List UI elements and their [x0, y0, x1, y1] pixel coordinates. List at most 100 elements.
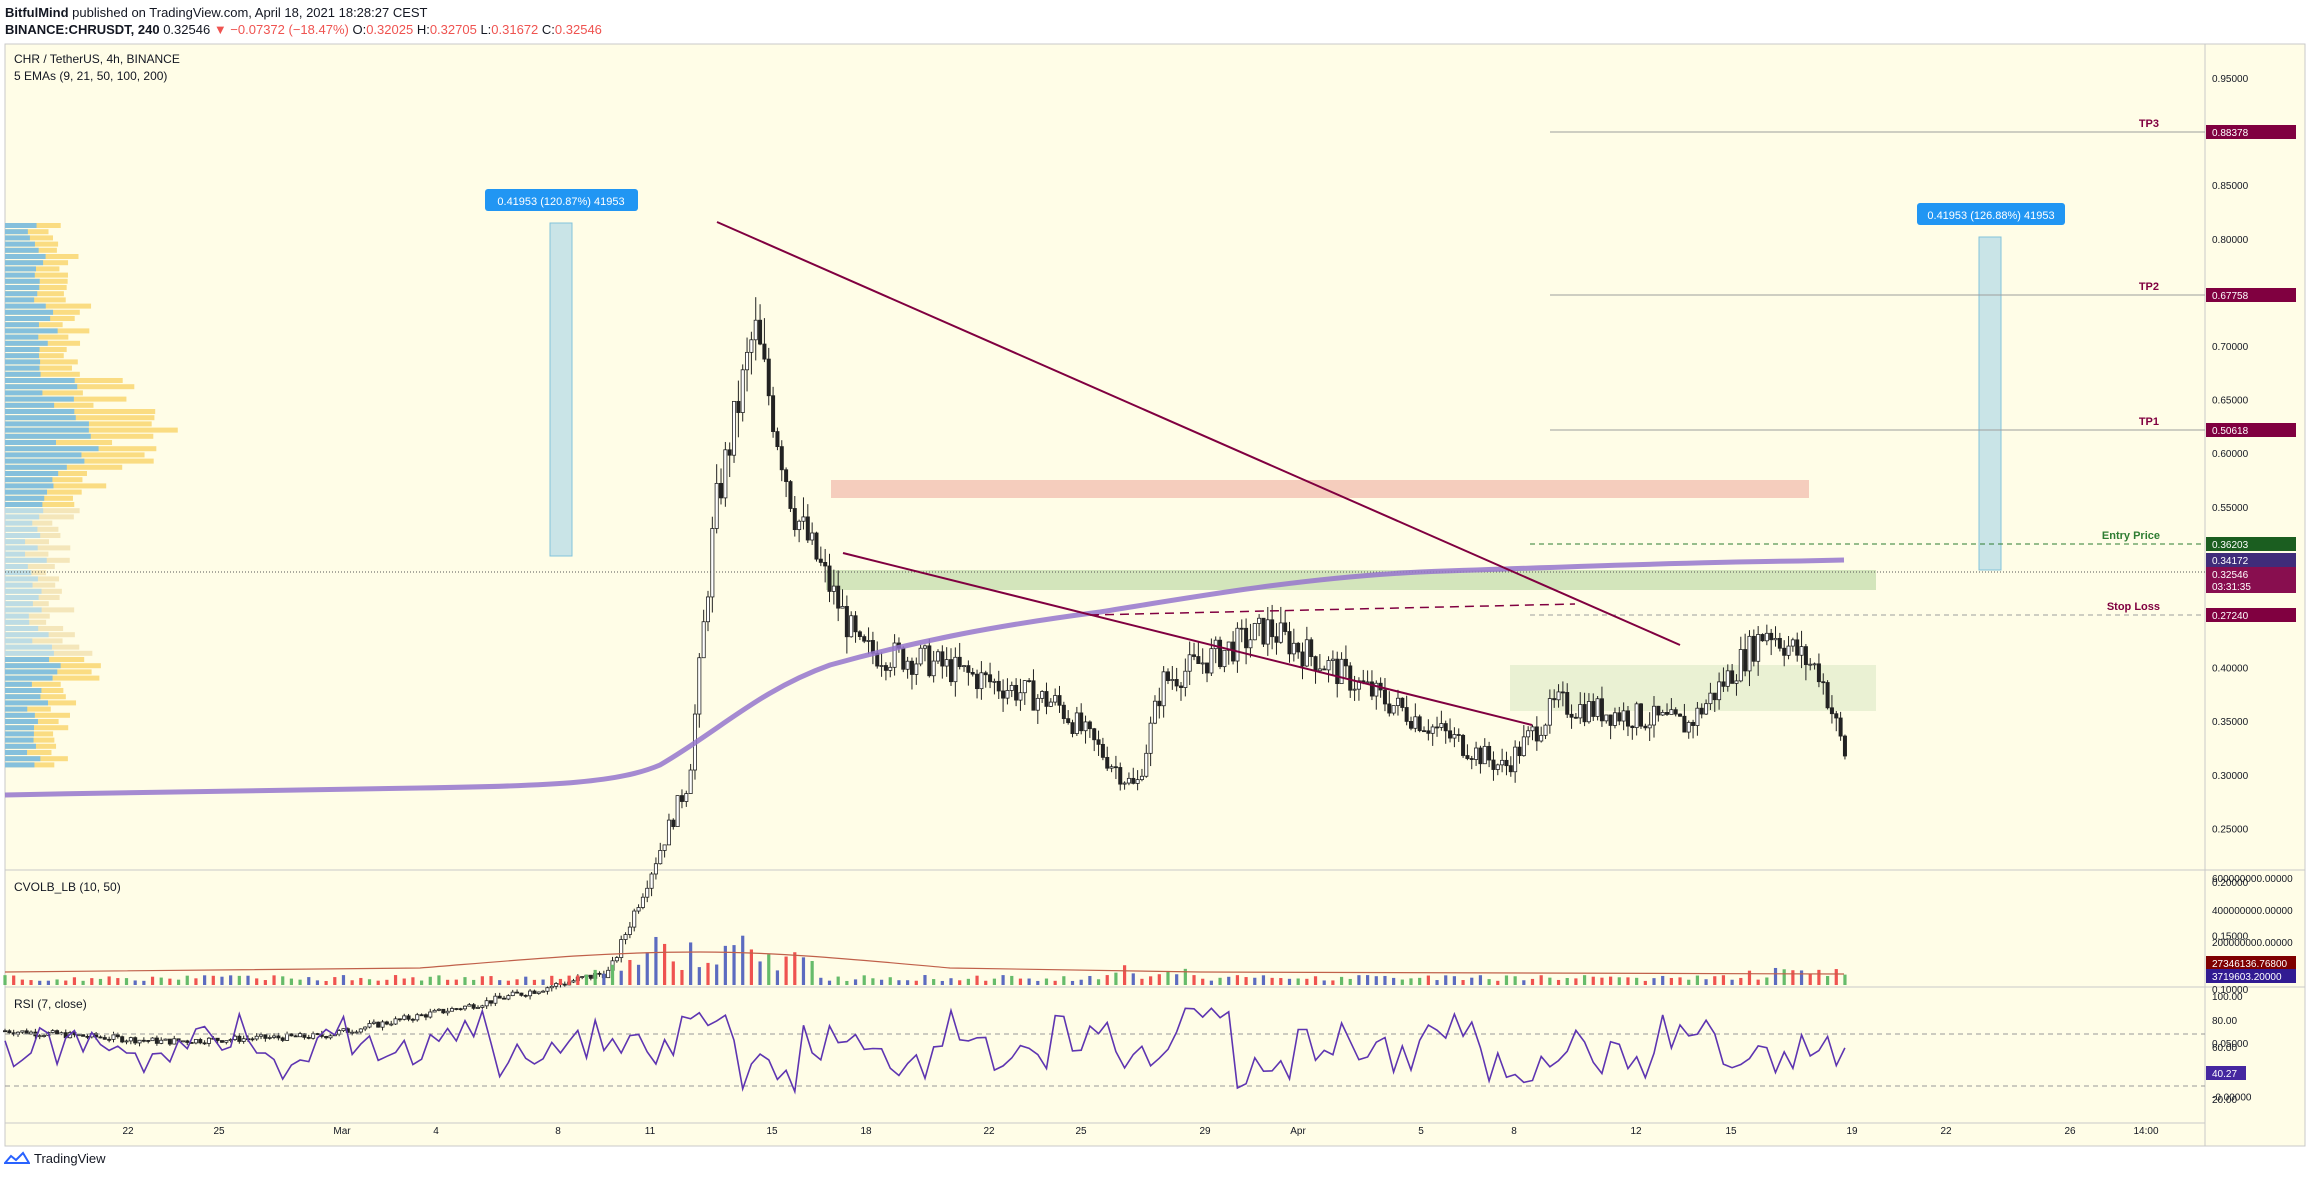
time-tick: 15: [1725, 1126, 1737, 1137]
candle-body: [115, 1034, 120, 1038]
volume-bar: [871, 978, 875, 985]
candle-body: [198, 1039, 203, 1044]
volume-bar: [567, 975, 571, 985]
volume-bar: [116, 978, 120, 985]
candle-body: [1612, 712, 1617, 726]
volume-bar: [220, 976, 224, 985]
candle-body: [202, 1042, 207, 1045]
volume-bar: [1331, 980, 1335, 985]
volume-profile-sell: [5, 415, 155, 421]
candle-body: [102, 1037, 107, 1040]
high-value: 0.32705: [429, 22, 477, 37]
time-tick: 18: [860, 1126, 872, 1137]
candle-body: [836, 585, 841, 609]
candle-body: [20, 1030, 25, 1033]
candle-body: [224, 1040, 229, 1043]
candle-body: [1647, 724, 1652, 729]
candle-body: [298, 1033, 303, 1038]
volume-profile-buy: [5, 309, 54, 315]
candle-body: [918, 647, 923, 665]
volume-bar: [723, 945, 727, 985]
candle-body: [922, 645, 927, 649]
candle-body: [206, 1037, 211, 1044]
volume-profile-buy: [5, 638, 33, 644]
candle-body: [410, 1018, 415, 1021]
candle-body: [315, 1033, 320, 1035]
volume-profile-sell: [5, 706, 51, 712]
volume-profile-sell: [5, 371, 80, 377]
price-tick: 0.30000: [2212, 771, 2249, 782]
candle-body: [762, 343, 767, 360]
volume-bar: [46, 980, 50, 985]
volume-bar: [1522, 980, 1526, 985]
rsi-pane-title[interactable]: RSI (7, close): [14, 997, 87, 1011]
volume-bar: [1548, 977, 1552, 985]
volume-bar: [801, 957, 806, 985]
candle-body: [1812, 663, 1817, 666]
volume-bars: [3, 935, 1847, 985]
candle-body: [749, 339, 754, 353]
volume-tag-2: 3719603.20000: [2212, 972, 2282, 983]
measure-box-right: [1978, 236, 2002, 571]
volume-bar: [862, 975, 866, 985]
candle-body: [1179, 685, 1184, 688]
candle-body: [167, 1038, 172, 1045]
tag-entry: 0.36203: [2212, 540, 2249, 551]
volume-bar: [1609, 976, 1613, 985]
volume-bar: [810, 960, 814, 985]
candle-body: [1330, 658, 1335, 661]
candle-body: [979, 672, 984, 690]
candle-body: [1504, 759, 1509, 767]
candle-body: [1113, 766, 1118, 769]
candle-body: [1721, 681, 1726, 687]
candle-body: [606, 969, 611, 979]
volume-bar: [1383, 975, 1387, 985]
volume-bar: [1096, 979, 1101, 985]
candle-body: [940, 651, 945, 667]
volume-profile: [5, 223, 178, 768]
candle-body: [1291, 642, 1296, 655]
rsi-axis-60: 60.00: [2212, 1043, 2237, 1054]
candle-body: [1239, 627, 1244, 630]
legend-title[interactable]: CHR / TetherUS, 4h, BINANCE: [14, 52, 180, 66]
candle-body: [1152, 700, 1157, 724]
volume-profile-sell: [5, 681, 61, 687]
volume-bar: [203, 975, 207, 985]
volume-bar: [758, 961, 762, 985]
volume-profile-buy: [5, 433, 91, 439]
candle-body: [1148, 722, 1153, 754]
volume-bar: [1470, 977, 1474, 985]
candle-body: [640, 896, 645, 908]
volume-bar: [671, 961, 675, 985]
volume-profile-buy: [5, 464, 67, 470]
candle-body: [1131, 777, 1136, 784]
candle-body: [1027, 680, 1032, 682]
footer-brand[interactable]: TradingView: [4, 1150, 106, 1166]
candle-body: [371, 1021, 376, 1024]
low-value: 0.31672: [491, 22, 539, 37]
volume-pane-title[interactable]: CVOLB_LB (10, 50): [14, 880, 121, 894]
volume-bar: [1287, 978, 1292, 985]
volume-bar: [940, 980, 944, 985]
author[interactable]: BitfulMind: [5, 5, 69, 20]
volume-bar: [411, 977, 415, 985]
candle-body: [1118, 767, 1123, 785]
legend-indicator[interactable]: 5 EMAs (9, 21, 50, 100, 200): [14, 69, 167, 83]
time-axis[interactable]: 22 25 Mar 4 8 11 15 18 22 25 29 Apr 5 8 12 15 19 22 26 14:0…: [122, 1126, 2159, 1137]
candle-body: [76, 1034, 81, 1037]
candle-body: [1586, 701, 1591, 723]
volume-profile-buy: [5, 533, 41, 538]
candle-body: [528, 990, 533, 997]
volume-bar: [793, 952, 797, 985]
candle-body: [1309, 639, 1314, 658]
time-tick: 15: [766, 1126, 778, 1137]
volume-bar: [1687, 979, 1691, 985]
volume-bar: [732, 945, 736, 985]
volume-bar: [246, 975, 250, 985]
candle-body: [172, 1038, 177, 1045]
volume-bar: [1339, 976, 1344, 985]
volume-bar: [237, 975, 241, 985]
candle-body: [935, 651, 940, 662]
volume-bar: [168, 978, 172, 985]
